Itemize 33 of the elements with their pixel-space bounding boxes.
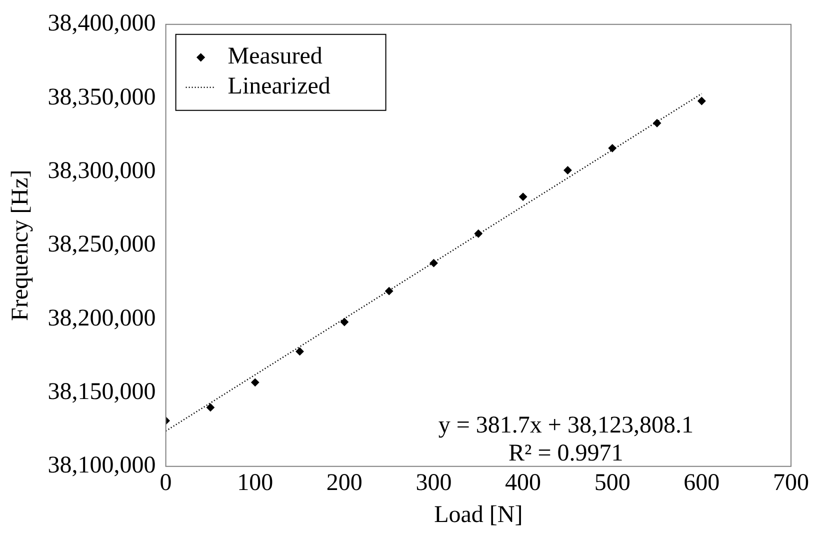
point bbox=[519, 192, 528, 201]
y-tick-label: 38,150,000 bbox=[48, 379, 156, 406]
legend-label: Linearized bbox=[228, 74, 330, 100]
x-tick-label: 700 bbox=[773, 470, 809, 496]
x-axis-title: Load [N] bbox=[434, 502, 523, 528]
legend-label: Measured bbox=[228, 44, 322, 70]
annotation: R² = 0.9971 bbox=[508, 440, 624, 467]
x-tick-label: 0 bbox=[160, 470, 172, 496]
point bbox=[430, 259, 438, 268]
point bbox=[698, 97, 706, 106]
point bbox=[564, 166, 572, 174]
point bbox=[608, 144, 616, 152]
x-tick-label: 300 bbox=[416, 470, 452, 496]
x-tick-label: 500 bbox=[594, 470, 630, 496]
x-tick-label: 400 bbox=[505, 470, 542, 496]
y-tick-label: 38,100,000 bbox=[48, 452, 156, 479]
y-axis-title: Frequency [Hz] bbox=[8, 170, 34, 322]
point bbox=[296, 347, 304, 356]
point bbox=[206, 403, 214, 412]
point bbox=[653, 119, 662, 128]
y-tick-label: 38,250,000 bbox=[48, 232, 156, 258]
x-tick-label: 200 bbox=[326, 470, 362, 496]
point bbox=[385, 287, 394, 296]
x-tick-label: 100 bbox=[237, 470, 274, 496]
point bbox=[251, 378, 260, 386]
y-tick-label: 38,300,000 bbox=[48, 158, 156, 184]
point bbox=[474, 230, 482, 238]
annotation: y = 381.7x + 38,123,808.1 bbox=[438, 412, 694, 439]
point bbox=[340, 318, 348, 326]
y-tick-label: 38,400,000 bbox=[48, 10, 156, 37]
y-tick-label: 38,350,000 bbox=[48, 84, 156, 110]
y-tick-label: 38,200,000 bbox=[48, 305, 156, 332]
x-tick-label: 600 bbox=[684, 470, 720, 496]
